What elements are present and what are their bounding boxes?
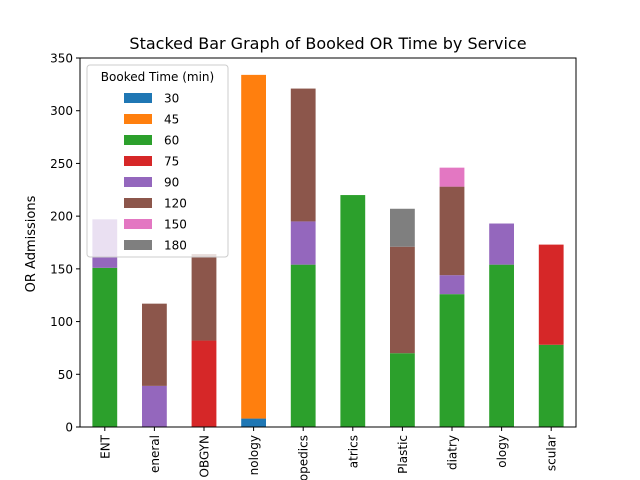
- bar-segment-orthopedics-60: [290, 264, 316, 427]
- legend-label-120: 120: [164, 197, 187, 211]
- y-tick-label: 250: [50, 157, 73, 171]
- bar-segment-podiatry-90: [439, 275, 465, 295]
- y-tick-label: 300: [50, 104, 73, 118]
- bar-segment-urology-60: [489, 264, 514, 427]
- y-tick-label: 100: [50, 315, 73, 329]
- legend-swatch-60: [124, 135, 152, 145]
- legend-swatch-30: [124, 93, 152, 103]
- bar-segment-urology-90: [489, 223, 514, 265]
- bar-segment-plastic-120: [390, 246, 415, 354]
- x-tick-label-obgyn: OBGYN: [198, 435, 212, 477]
- legend-swatch-150: [124, 219, 152, 229]
- x-tick-label-urology: ology: [495, 435, 509, 468]
- x-tick-label-orthopedics: opedics: [297, 435, 311, 480]
- legend-label-150: 150: [164, 218, 187, 232]
- axes-group: 0 50 100 150 200 250 300 350 ENT eneral OBGYN nolog…: [50, 52, 577, 480]
- y-axis-label: OR Admissions: [24, 195, 39, 292]
- legend-title: Booked Time (min): [101, 70, 214, 84]
- x-tick-label-podiatry: diatry: [446, 435, 460, 470]
- bar-segment-oncology-30: [241, 418, 266, 427]
- legend-swatch-90: [124, 177, 152, 187]
- x-tick-label-plastic: Plastic: [396, 435, 410, 474]
- legend-swatch-75: [124, 156, 152, 166]
- y-tick-label: 150: [50, 262, 73, 276]
- legend-swatch-120: [124, 198, 152, 208]
- x-tick-label-vascular: scular: [545, 435, 559, 471]
- legend: Booked Time (min) 30 45 60 75 90 120 150 180: [86, 64, 229, 258]
- bar-segment-general-90: [142, 385, 167, 427]
- bar-segment-plastic-180: [390, 208, 415, 247]
- x-tick-label-pediatrics: atrics: [346, 435, 360, 468]
- bar-segment-orthopedics-120: [290, 88, 316, 222]
- bar-segment-podiatry-60: [439, 294, 465, 427]
- legend-label-75: 75: [164, 155, 179, 169]
- legend-label-90: 90: [164, 176, 179, 190]
- bar-segment-ent-60: [92, 267, 118, 427]
- bar-segment-general-120: [142, 303, 167, 386]
- bar-segment-vascular-60: [538, 344, 564, 427]
- x-tick-label-general: eneral: [148, 435, 162, 473]
- bar-segment-orthopedics-90: [290, 221, 316, 265]
- bar-segment-plastic-60: [390, 353, 415, 427]
- bar-segment-vascular-75: [538, 244, 564, 345]
- bar-segment-oncology-45: [241, 74, 266, 419]
- legend-swatch-180: [124, 240, 152, 250]
- y-tick-label: 200: [50, 210, 73, 224]
- plot-frame: [79, 57, 577, 428]
- y-tick-label: 350: [50, 52, 73, 66]
- bars-group: [92, 74, 564, 427]
- y-tick-label: 0: [65, 421, 73, 435]
- y-tick-label: 50: [58, 368, 73, 382]
- bar-segment-podiatry-120: [439, 186, 465, 276]
- legend-label-60: 60: [164, 134, 179, 148]
- legend-label-180: 180: [164, 239, 187, 253]
- x-tick-label-ent: ENT: [98, 434, 112, 459]
- bar-segment-obgyn-75: [191, 340, 217, 427]
- x-tick-label-oncology: nology: [247, 435, 261, 475]
- legend-label-45: 45: [164, 113, 179, 127]
- legend-label-30: 30: [164, 92, 179, 106]
- bar-segment-obgyn-120: [191, 254, 217, 341]
- chart-title: Stacked Bar Graph of Booked OR Time by S…: [129, 34, 526, 53]
- bar-segment-podiatry-150: [439, 167, 465, 187]
- legend-swatch-45: [124, 114, 152, 124]
- bar-segment-pediatrics-60: [340, 195, 366, 427]
- legend-box: [86, 64, 229, 258]
